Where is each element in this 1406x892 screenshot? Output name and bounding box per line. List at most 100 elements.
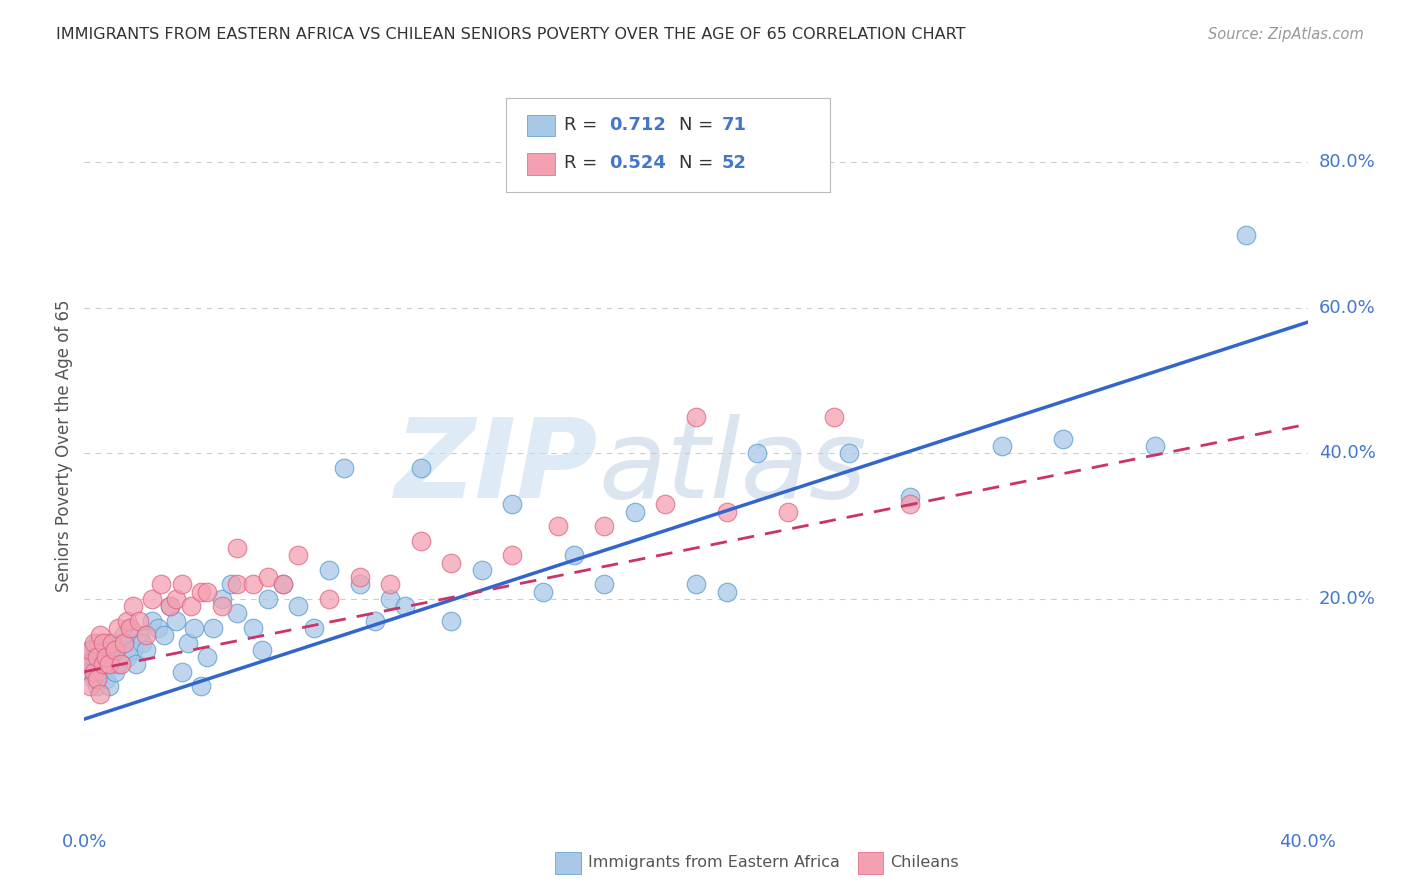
Text: 0.712: 0.712 <box>609 116 665 134</box>
Point <box>502 548 524 562</box>
Point <box>91 635 114 649</box>
Point <box>110 657 132 672</box>
Point <box>135 628 157 642</box>
Point <box>226 607 249 621</box>
Point <box>1143 439 1166 453</box>
Point <box>141 614 163 628</box>
Point <box>112 628 135 642</box>
Text: 20.0%: 20.0% <box>1319 590 1375 608</box>
Point <box>86 672 108 686</box>
Point <box>159 599 181 614</box>
Point <box>86 635 108 649</box>
Point <box>302 621 325 635</box>
Point <box>394 599 416 614</box>
Point <box>471 563 494 577</box>
Text: Immigrants from Eastern Africa: Immigrants from Eastern Africa <box>588 855 839 870</box>
Point <box>440 614 463 628</box>
Point <box>654 497 676 511</box>
Point <box>183 621 205 635</box>
Point <box>104 665 127 679</box>
Point <box>97 657 120 672</box>
Point <box>257 591 280 606</box>
Point <box>153 628 176 642</box>
Point <box>79 679 101 693</box>
Point <box>165 614 187 628</box>
Point <box>110 635 132 649</box>
Point <box>1234 227 1257 242</box>
Point <box>94 650 117 665</box>
Text: 52: 52 <box>721 154 747 172</box>
Point <box>593 519 616 533</box>
Point <box>122 643 145 657</box>
Point <box>115 614 138 628</box>
Point <box>716 504 738 518</box>
Point <box>242 577 264 591</box>
Point <box>195 650 218 665</box>
Point <box>128 628 150 642</box>
Point <box>838 446 860 460</box>
Point <box>898 497 921 511</box>
Point <box>79 665 101 679</box>
Point <box>502 497 524 511</box>
Point <box>146 621 169 635</box>
Point <box>287 548 309 562</box>
Point <box>104 643 127 657</box>
Point <box>440 556 463 570</box>
Text: 0.0%: 0.0% <box>62 833 107 851</box>
Point <box>97 679 120 693</box>
Point <box>1052 432 1074 446</box>
Point <box>141 591 163 606</box>
Text: IMMIGRANTS FROM EASTERN AFRICA VS CHILEAN SENIORS POVERTY OVER THE AGE OF 65 COR: IMMIGRANTS FROM EASTERN AFRICA VS CHILEA… <box>56 27 966 42</box>
Point <box>201 621 224 635</box>
Point <box>562 548 585 562</box>
Point <box>107 621 129 635</box>
Point <box>131 635 153 649</box>
Point <box>122 599 145 614</box>
Text: 80.0%: 80.0% <box>1319 153 1375 171</box>
Text: 40.0%: 40.0% <box>1279 833 1336 851</box>
Point <box>349 570 371 584</box>
Point <box>211 599 233 614</box>
Point <box>125 657 148 672</box>
Point <box>593 577 616 591</box>
Point <box>149 577 172 591</box>
Point <box>94 672 117 686</box>
Point <box>226 577 249 591</box>
Point <box>364 614 387 628</box>
Point <box>165 591 187 606</box>
Point <box>195 584 218 599</box>
Point <box>159 599 181 614</box>
Point <box>101 650 124 665</box>
Point <box>112 635 135 649</box>
Y-axis label: Seniors Poverty Over the Age of 65: Seniors Poverty Over the Age of 65 <box>55 300 73 592</box>
Point <box>89 643 111 657</box>
Point <box>349 577 371 591</box>
Point <box>94 635 117 649</box>
Point <box>83 635 105 649</box>
Point <box>107 657 129 672</box>
Point <box>716 584 738 599</box>
Text: N =: N = <box>679 116 718 134</box>
Point <box>177 635 200 649</box>
Text: R =: R = <box>564 116 603 134</box>
Point <box>271 577 294 591</box>
Point <box>190 584 212 599</box>
Point <box>79 643 101 657</box>
Text: Chileans: Chileans <box>890 855 959 870</box>
Point <box>128 614 150 628</box>
Point <box>91 650 114 665</box>
Point <box>898 490 921 504</box>
Point <box>776 504 799 518</box>
Point <box>172 577 194 591</box>
Point <box>83 672 105 686</box>
Point <box>86 650 108 665</box>
Point <box>747 446 769 460</box>
Point <box>89 657 111 672</box>
Point <box>190 679 212 693</box>
Point <box>547 519 569 533</box>
Point <box>83 665 105 679</box>
Text: N =: N = <box>679 154 718 172</box>
Point <box>380 591 402 606</box>
Text: 71: 71 <box>721 116 747 134</box>
Point <box>83 650 105 665</box>
